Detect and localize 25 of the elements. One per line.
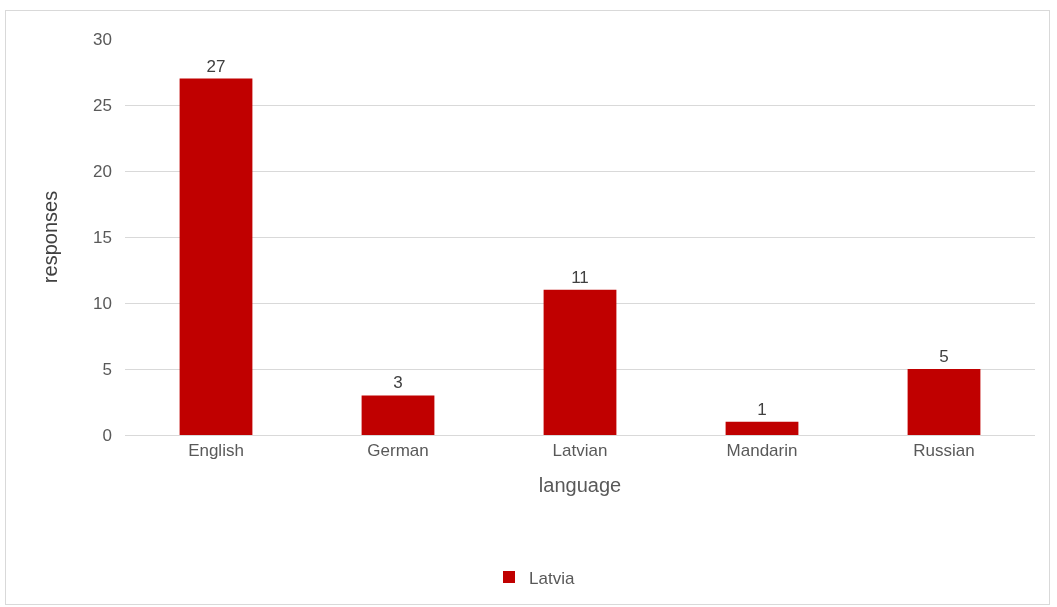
y-tick-label: 25: [93, 95, 112, 115]
x-axis-title: language: [538, 473, 622, 496]
x-tick-label: Russian: [913, 441, 975, 461]
bar: [179, 78, 253, 435]
x-tick-label: Mandarin: [726, 441, 798, 461]
data-label: 5: [939, 347, 949, 366]
y-tick-label: 10: [93, 293, 112, 313]
y-axis-title: responses: [38, 190, 61, 284]
bar: [725, 421, 799, 435]
x-tick-label: German: [367, 441, 429, 461]
x-tick-label: English: [188, 441, 244, 461]
bar: [361, 395, 435, 435]
y-tick-label: 5: [102, 359, 112, 379]
bar: [543, 289, 617, 435]
y-tick-label: 30: [93, 29, 112, 49]
data-label: 11: [571, 267, 589, 287]
y-tick-label: 15: [93, 227, 112, 247]
data-label: 1: [757, 399, 767, 419]
legend-label: Latvia: [529, 568, 575, 588]
bar: [907, 369, 981, 435]
y-tick-label: 20: [93, 161, 112, 181]
x-tick-label: Latvian: [552, 441, 608, 461]
data-label: 3: [393, 373, 403, 393]
y-tick-label: 0: [102, 425, 112, 445]
data-label: 27: [206, 56, 226, 76]
